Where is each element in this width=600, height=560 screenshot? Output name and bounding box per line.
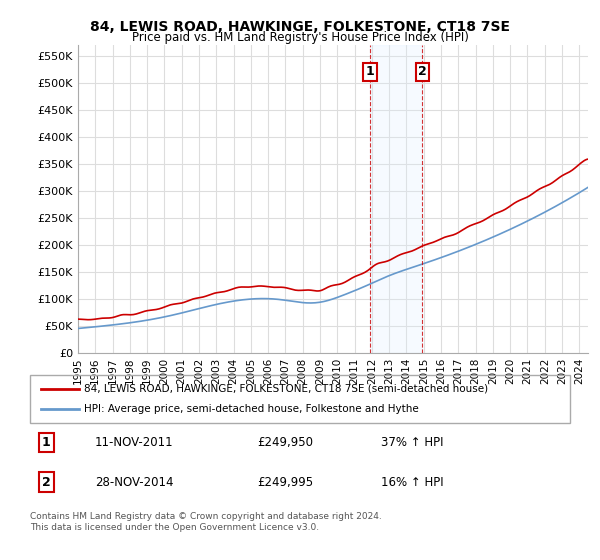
Text: 1: 1 <box>365 66 374 78</box>
Text: 2: 2 <box>42 475 50 488</box>
Text: Price paid vs. HM Land Registry's House Price Index (HPI): Price paid vs. HM Land Registry's House … <box>131 31 469 44</box>
Text: 11-NOV-2011: 11-NOV-2011 <box>95 436 173 449</box>
Text: 1: 1 <box>42 436 50 449</box>
Text: 16% ↑ HPI: 16% ↑ HPI <box>381 475 443 488</box>
Bar <box>370 45 422 353</box>
Text: 37% ↑ HPI: 37% ↑ HPI <box>381 436 443 449</box>
Text: £249,950: £249,950 <box>257 436 313 449</box>
Text: £249,995: £249,995 <box>257 475 313 488</box>
Text: HPI: Average price, semi-detached house, Folkestone and Hythe: HPI: Average price, semi-detached house,… <box>84 404 419 414</box>
Text: 84, LEWIS ROAD, HAWKINGE, FOLKESTONE, CT18 7SE: 84, LEWIS ROAD, HAWKINGE, FOLKESTONE, CT… <box>90 20 510 34</box>
Text: 84, LEWIS ROAD, HAWKINGE, FOLKESTONE, CT18 7SE (semi-detached house): 84, LEWIS ROAD, HAWKINGE, FOLKESTONE, CT… <box>84 384 488 394</box>
Text: Contains HM Land Registry data © Crown copyright and database right 2024.
This d: Contains HM Land Registry data © Crown c… <box>30 512 382 532</box>
Text: 28-NOV-2014: 28-NOV-2014 <box>95 475 173 488</box>
Text: 2: 2 <box>418 66 427 78</box>
